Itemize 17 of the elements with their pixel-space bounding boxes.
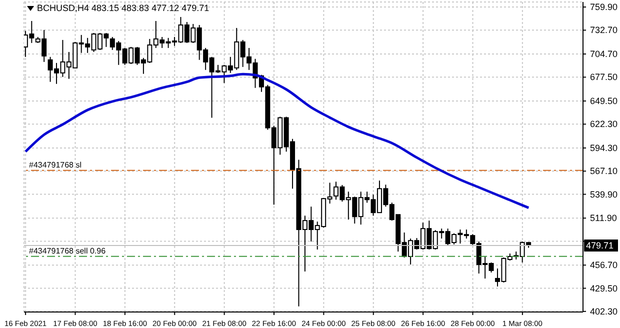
y-tick-label: 649.50: [590, 96, 618, 106]
ref-line-label: 479.71: [586, 240, 614, 251]
y-tick-label: 429.50: [590, 283, 618, 294]
y-tick-label: 511.90: [590, 213, 617, 224]
y-tick-label: 677.50: [590, 72, 618, 82]
y-tick-label: 402.30: [590, 306, 618, 316]
y-tick-label: 704.70: [590, 49, 618, 60]
y-tick-label: 567.10: [590, 166, 618, 176]
chart-title: BCHUSD,H4 483.15 483.83 477.12 479.71: [37, 3, 210, 13]
y-tick-label: 759.90: [590, 2, 618, 12]
y-tick-label: 539.90: [590, 189, 618, 200]
y-tick-label: 456.70: [590, 260, 618, 270]
y-tick-label: 622.30: [590, 119, 618, 130]
ref-line-label: #434791768 sell 0.96: [29, 246, 106, 256]
ref-line-label: #434791768 sl: [29, 160, 82, 170]
y-tick-label: 594.30: [590, 142, 618, 153]
y-tick-label: 732.70: [590, 25, 618, 36]
